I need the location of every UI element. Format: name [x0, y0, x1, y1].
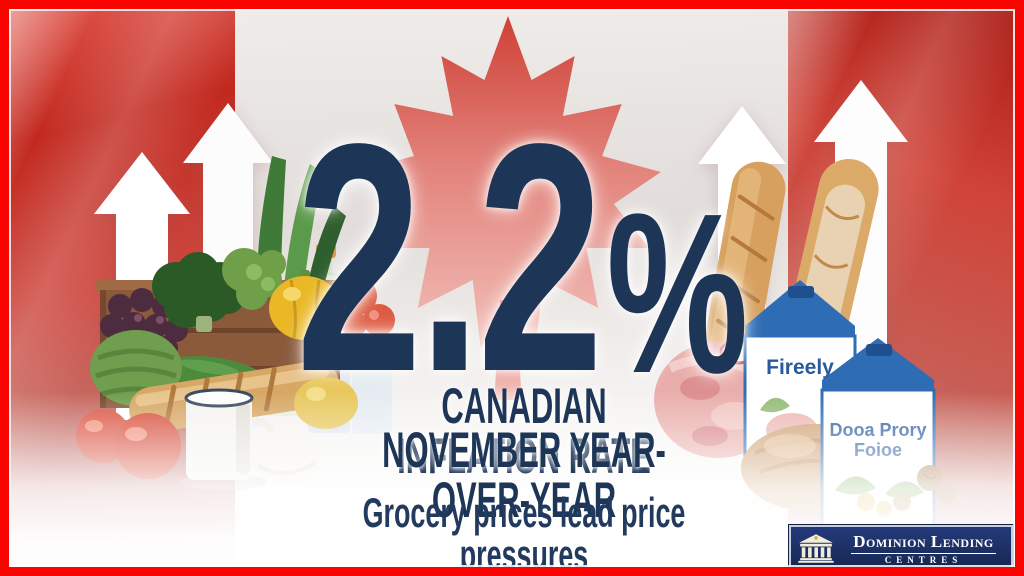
milk-carton-label: Fireely [766, 356, 834, 379]
rate-value: 2.2 [295, 76, 604, 439]
lettuce [222, 248, 286, 310]
logo-subname: CENTRES [884, 554, 963, 565]
maple-leaf-icon [355, 16, 661, 400]
dominion-lending-centres-logo: Dominion Lending CENTRES [789, 525, 1013, 571]
percent-sign: % [606, 167, 748, 421]
logo-name: Dominion Lending [851, 532, 996, 554]
yellow-pepper [269, 270, 341, 340]
logo-text: Dominion Lending CENTRES [842, 532, 1005, 565]
subtitle: Grocery prices lead price pressures [362, 489, 686, 576]
bank-building-icon [798, 534, 834, 563]
inflation-rate: 2.2 % [296, 95, 749, 420]
tomatoes-on-vine [339, 277, 395, 337]
